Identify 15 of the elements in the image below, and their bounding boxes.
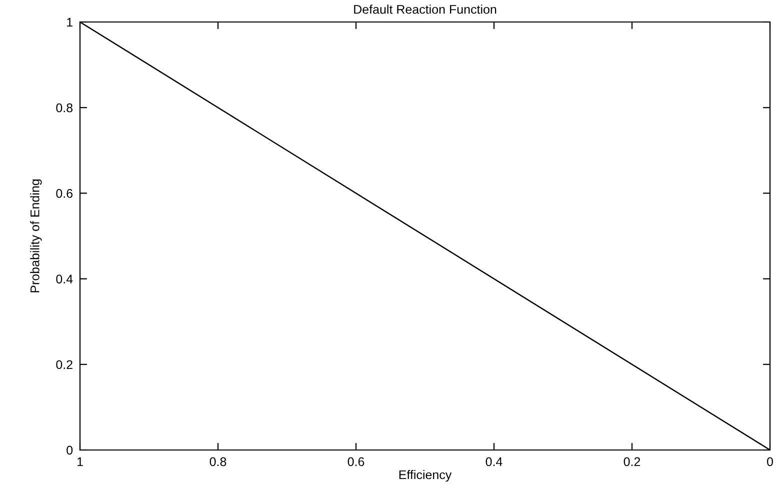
x-tick-label: 0: [767, 457, 773, 466]
x-axis-title: Efficiency: [399, 470, 452, 482]
y-tick-label: 0.6: [56, 189, 73, 198]
y-tick-label: 0.4: [56, 274, 73, 284]
x-tick-label: 0.4: [486, 457, 502, 466]
x-tick-label: 0.8: [210, 457, 226, 466]
chart-title: Default Reaction Function: [354, 4, 496, 14]
x-tick-label: 0.2: [624, 457, 640, 466]
y-tick-label: 0: [66, 446, 73, 455]
y-tick-label: 1: [67, 18, 72, 27]
x-tick-label: 1: [77, 457, 83, 466]
x-tick-label: 0.6: [348, 457, 364, 466]
y-tick-label: 0.2: [56, 360, 72, 370]
y-tick-label: 0.8: [56, 103, 73, 112]
y-axis-title: Probability of Ending: [30, 179, 42, 292]
